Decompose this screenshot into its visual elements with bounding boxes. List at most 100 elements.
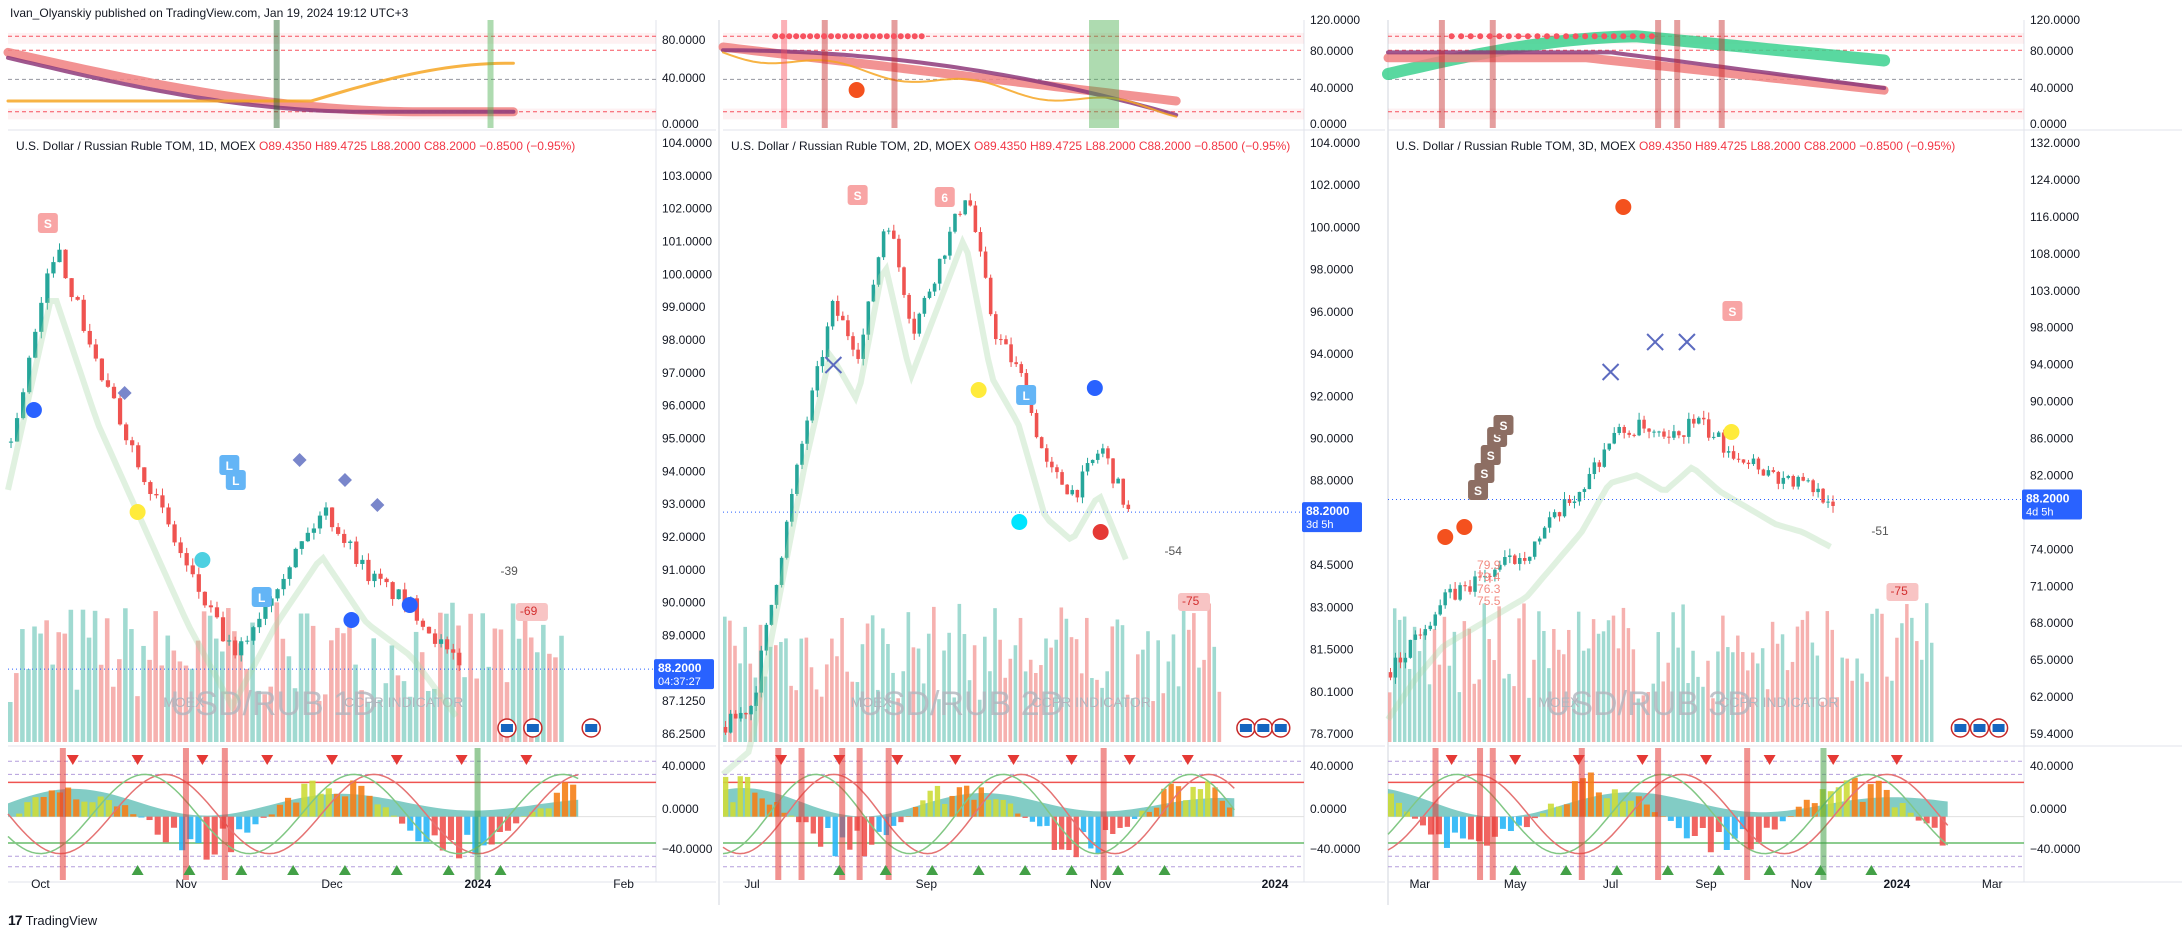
volume-bar	[1606, 620, 1611, 742]
candle-body	[1080, 471, 1085, 498]
volume-bar	[1656, 632, 1660, 742]
event-flag-icon[interactable]	[1271, 718, 1291, 738]
price-axis-label: 94.0000	[2030, 358, 2074, 372]
marker-label: S	[1480, 467, 1488, 481]
symbol-header[interactable]: U.S. Dollar / Russian Ruble TOM, 2D, MOE…	[731, 139, 1290, 153]
volume-bar	[942, 650, 946, 742]
volume-bar	[1900, 623, 1904, 742]
osc-bar	[1058, 816, 1065, 850]
up-triangle	[1509, 865, 1522, 875]
price-axis-label: 108.0000	[2030, 247, 2080, 261]
volume-bar	[1018, 617, 1023, 742]
footer[interactable]: 17 TradingView	[8, 912, 97, 928]
osc-bar	[382, 807, 389, 817]
sell-marker[interactable]: S	[1493, 415, 1514, 435]
volume-bar	[534, 652, 540, 742]
candles[interactable]	[723, 193, 1131, 735]
time-axis-label: May	[1504, 877, 1527, 891]
event-flag-icon[interactable]	[1969, 718, 1990, 738]
long-marker[interactable]: L	[1016, 385, 1037, 405]
osc-bar	[431, 816, 438, 836]
chart-panel-1d[interactable]: 80.0000 40.0000 0.0000 104.0000 103.0000 102.…	[3, 20, 720, 905]
sell-marker[interactable]: S	[1722, 301, 1743, 321]
event-flag-icon[interactable]	[1253, 718, 1274, 738]
volume-bar	[1651, 683, 1656, 742]
signal-dot	[1610, 33, 1617, 40]
candle-body	[927, 291, 932, 298]
volume-bar	[977, 699, 982, 742]
event-flag-icon[interactable]	[1950, 718, 1971, 738]
volume-bar	[1641, 695, 1646, 742]
volume-bar	[1840, 657, 1844, 742]
price-axis-label: 94.0000	[662, 464, 706, 478]
candle-body	[1657, 431, 1661, 433]
volume-bar	[1795, 626, 1800, 742]
osc-bar	[1117, 816, 1123, 828]
volume-bar	[763, 676, 768, 742]
osc-bar	[1571, 781, 1578, 817]
candle-body	[45, 273, 50, 303]
candle-body	[1796, 476, 1800, 487]
volume-bar	[347, 613, 352, 742]
volume-bar	[1770, 621, 1775, 742]
event-flag-icon[interactable]	[1988, 718, 2009, 738]
candle-body	[1662, 431, 1666, 437]
osc-bar	[1739, 816, 1746, 830]
volume-bar	[516, 638, 522, 742]
osc-bar	[227, 816, 235, 853]
candle-body	[1826, 501, 1830, 503]
event-flag-icon[interactable]	[581, 718, 601, 738]
chart-panel-3d[interactable]: 120.0000 80.0000 40.0000 0.0000 132.0000 124.…	[1382, 13, 2182, 891]
volume-bar	[1552, 628, 1556, 742]
price-axis-label: 93.0000	[662, 497, 706, 511]
long-marker[interactable]: L	[225, 470, 246, 490]
event-flag-icon[interactable]	[497, 718, 517, 738]
sell-marker[interactable]: S	[37, 213, 58, 233]
long-marker[interactable]: L	[251, 587, 272, 607]
volume-bar	[304, 613, 310, 742]
osc-bar	[1875, 780, 1882, 817]
signal-dot	[786, 33, 793, 40]
down-triangle	[1890, 755, 1903, 765]
volume-bar	[1746, 670, 1750, 742]
osc-bar	[1803, 799, 1810, 817]
candle-body	[1602, 449, 1607, 467]
candle-body	[1488, 575, 1492, 577]
marker-box	[225, 470, 246, 490]
osc-bar	[350, 780, 357, 817]
volume-bar	[1457, 692, 1462, 742]
signal-dot	[869, 33, 876, 40]
price-axis-label: 90.0000	[662, 596, 706, 610]
sell-marker[interactable]: 6	[934, 187, 955, 207]
price-axis-label: 62.0000	[2030, 690, 2074, 704]
sell-marker[interactable]: S	[1468, 480, 1489, 500]
osc-bar	[1643, 804, 1650, 817]
symbol-header[interactable]: U.S. Dollar / Russian Ruble TOM, 3D, MOE…	[1396, 139, 1955, 153]
cross-marker	[824, 356, 843, 374]
candles[interactable]	[1388, 410, 1835, 684]
event-flag-icon[interactable]	[1236, 718, 1256, 738]
down-triangle	[891, 755, 904, 765]
chart-panel-2d[interactable]: 120.0000 80.0000 40.0000 0.0000 104.0000 102.…	[718, 13, 1389, 905]
volume-bar	[1125, 694, 1130, 742]
diamond-marker	[370, 498, 385, 512]
volume-bar	[335, 627, 340, 742]
osc-bar	[1395, 802, 1402, 817]
candle-body	[1503, 557, 1507, 565]
symbol-header[interactable]: U.S. Dollar / Russian Ruble TOM, 1D, MOE…	[16, 139, 575, 153]
up-triangle	[390, 865, 403, 875]
event-flag-icon[interactable]	[523, 718, 543, 738]
candle-body	[311, 528, 317, 533]
candle-body	[744, 712, 748, 715]
sell-marker[interactable]: S	[1480, 445, 1501, 465]
time-axis-label: Sep	[916, 877, 938, 891]
volume-bar	[14, 673, 19, 742]
volume-bar	[1151, 701, 1155, 742]
sell-marker[interactable]: S	[1474, 463, 1495, 483]
sell-marker[interactable]: S	[847, 185, 868, 205]
osc-bar	[1779, 816, 1786, 822]
